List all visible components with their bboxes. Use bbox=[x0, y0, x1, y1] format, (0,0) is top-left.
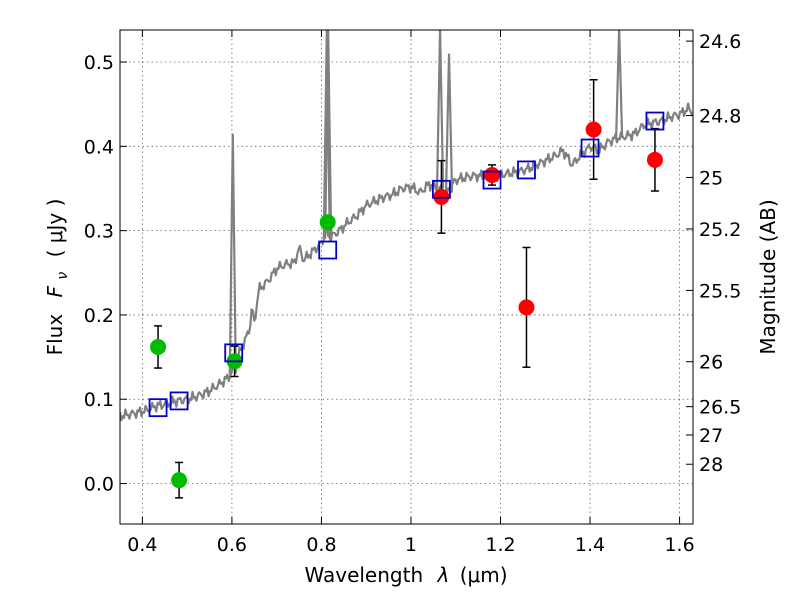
ground-based-point bbox=[150, 338, 167, 355]
magnitude-tick-label: 26.5 bbox=[699, 397, 741, 419]
y-tick-label: 0.1 bbox=[84, 389, 114, 411]
emission-line-spike bbox=[615, 30, 624, 138]
y-tick-label: 0.4 bbox=[84, 136, 114, 158]
magnitude-tick-label: 24.8 bbox=[699, 106, 741, 128]
ground-based-point bbox=[171, 472, 188, 489]
hst-point bbox=[433, 188, 450, 205]
magnitude-tick-label: 28 bbox=[699, 454, 723, 476]
emission-line-spike bbox=[435, 30, 445, 189]
magnitude-tick-label: 25.5 bbox=[699, 280, 741, 302]
x-axis-label: Wavelength λ (μm) bbox=[304, 563, 507, 587]
y-tick-label: 0.3 bbox=[84, 221, 114, 243]
hst-point bbox=[585, 121, 602, 138]
magnitude-tick-label: 25 bbox=[699, 167, 723, 189]
model-photometry-square bbox=[645, 111, 665, 131]
x-tick-label: 1.4 bbox=[575, 534, 605, 556]
y-tick-label: 0.2 bbox=[84, 305, 114, 327]
model-photometry-square bbox=[224, 343, 244, 363]
model-photometry-square bbox=[169, 391, 189, 411]
plot-frame bbox=[119, 29, 694, 525]
spectrum-layer bbox=[120, 30, 693, 422]
hst-point bbox=[646, 151, 663, 168]
model-photometry-square bbox=[318, 240, 338, 260]
emission-line-spike bbox=[444, 53, 454, 193]
model-photometry-square bbox=[148, 398, 168, 418]
y-tick-label: 0.0 bbox=[84, 474, 114, 496]
magnitude-tick-label: 24.6 bbox=[699, 31, 741, 53]
emission-line-spike bbox=[322, 30, 331, 240]
magnitude-tick-label: 26 bbox=[699, 352, 723, 374]
axes: 0.4 0.6 0.8 1 1.2 1.4 1.6 0.0 0.1 0.2 0.3 0.4 0.5 24.… bbox=[84, 30, 741, 556]
spectrum-line bbox=[120, 102, 693, 422]
model-photometry-square bbox=[580, 138, 600, 158]
magnitude-tick-label: 25.2 bbox=[699, 219, 741, 241]
hst-point bbox=[484, 166, 501, 183]
emission-line-spike bbox=[228, 133, 237, 374]
magnitude-tick-label: 27 bbox=[699, 425, 723, 447]
x-tick-label: 0.8 bbox=[306, 534, 336, 556]
x-tick-label: 1 bbox=[405, 534, 417, 556]
model-photometry-square bbox=[432, 179, 451, 199]
ground-based-point bbox=[319, 214, 336, 231]
y-tick-label: 0.5 bbox=[84, 52, 114, 74]
right-axis-label: Magnitude (AB) bbox=[756, 199, 780, 354]
y-axis-label: Flux F ν ( μJy ) bbox=[43, 199, 72, 356]
model-photometry-square bbox=[517, 160, 536, 180]
hst-point bbox=[518, 299, 535, 316]
emission-line-spike bbox=[324, 30, 333, 240]
model-photometry-square bbox=[482, 170, 502, 190]
x-tick-label: 1.6 bbox=[664, 534, 694, 556]
x-tick-label: 0.4 bbox=[127, 534, 157, 556]
x-tick-label: 0.6 bbox=[217, 534, 247, 556]
x-tick-label: 1.2 bbox=[485, 534, 515, 556]
data-points-layer bbox=[148, 78, 665, 499]
